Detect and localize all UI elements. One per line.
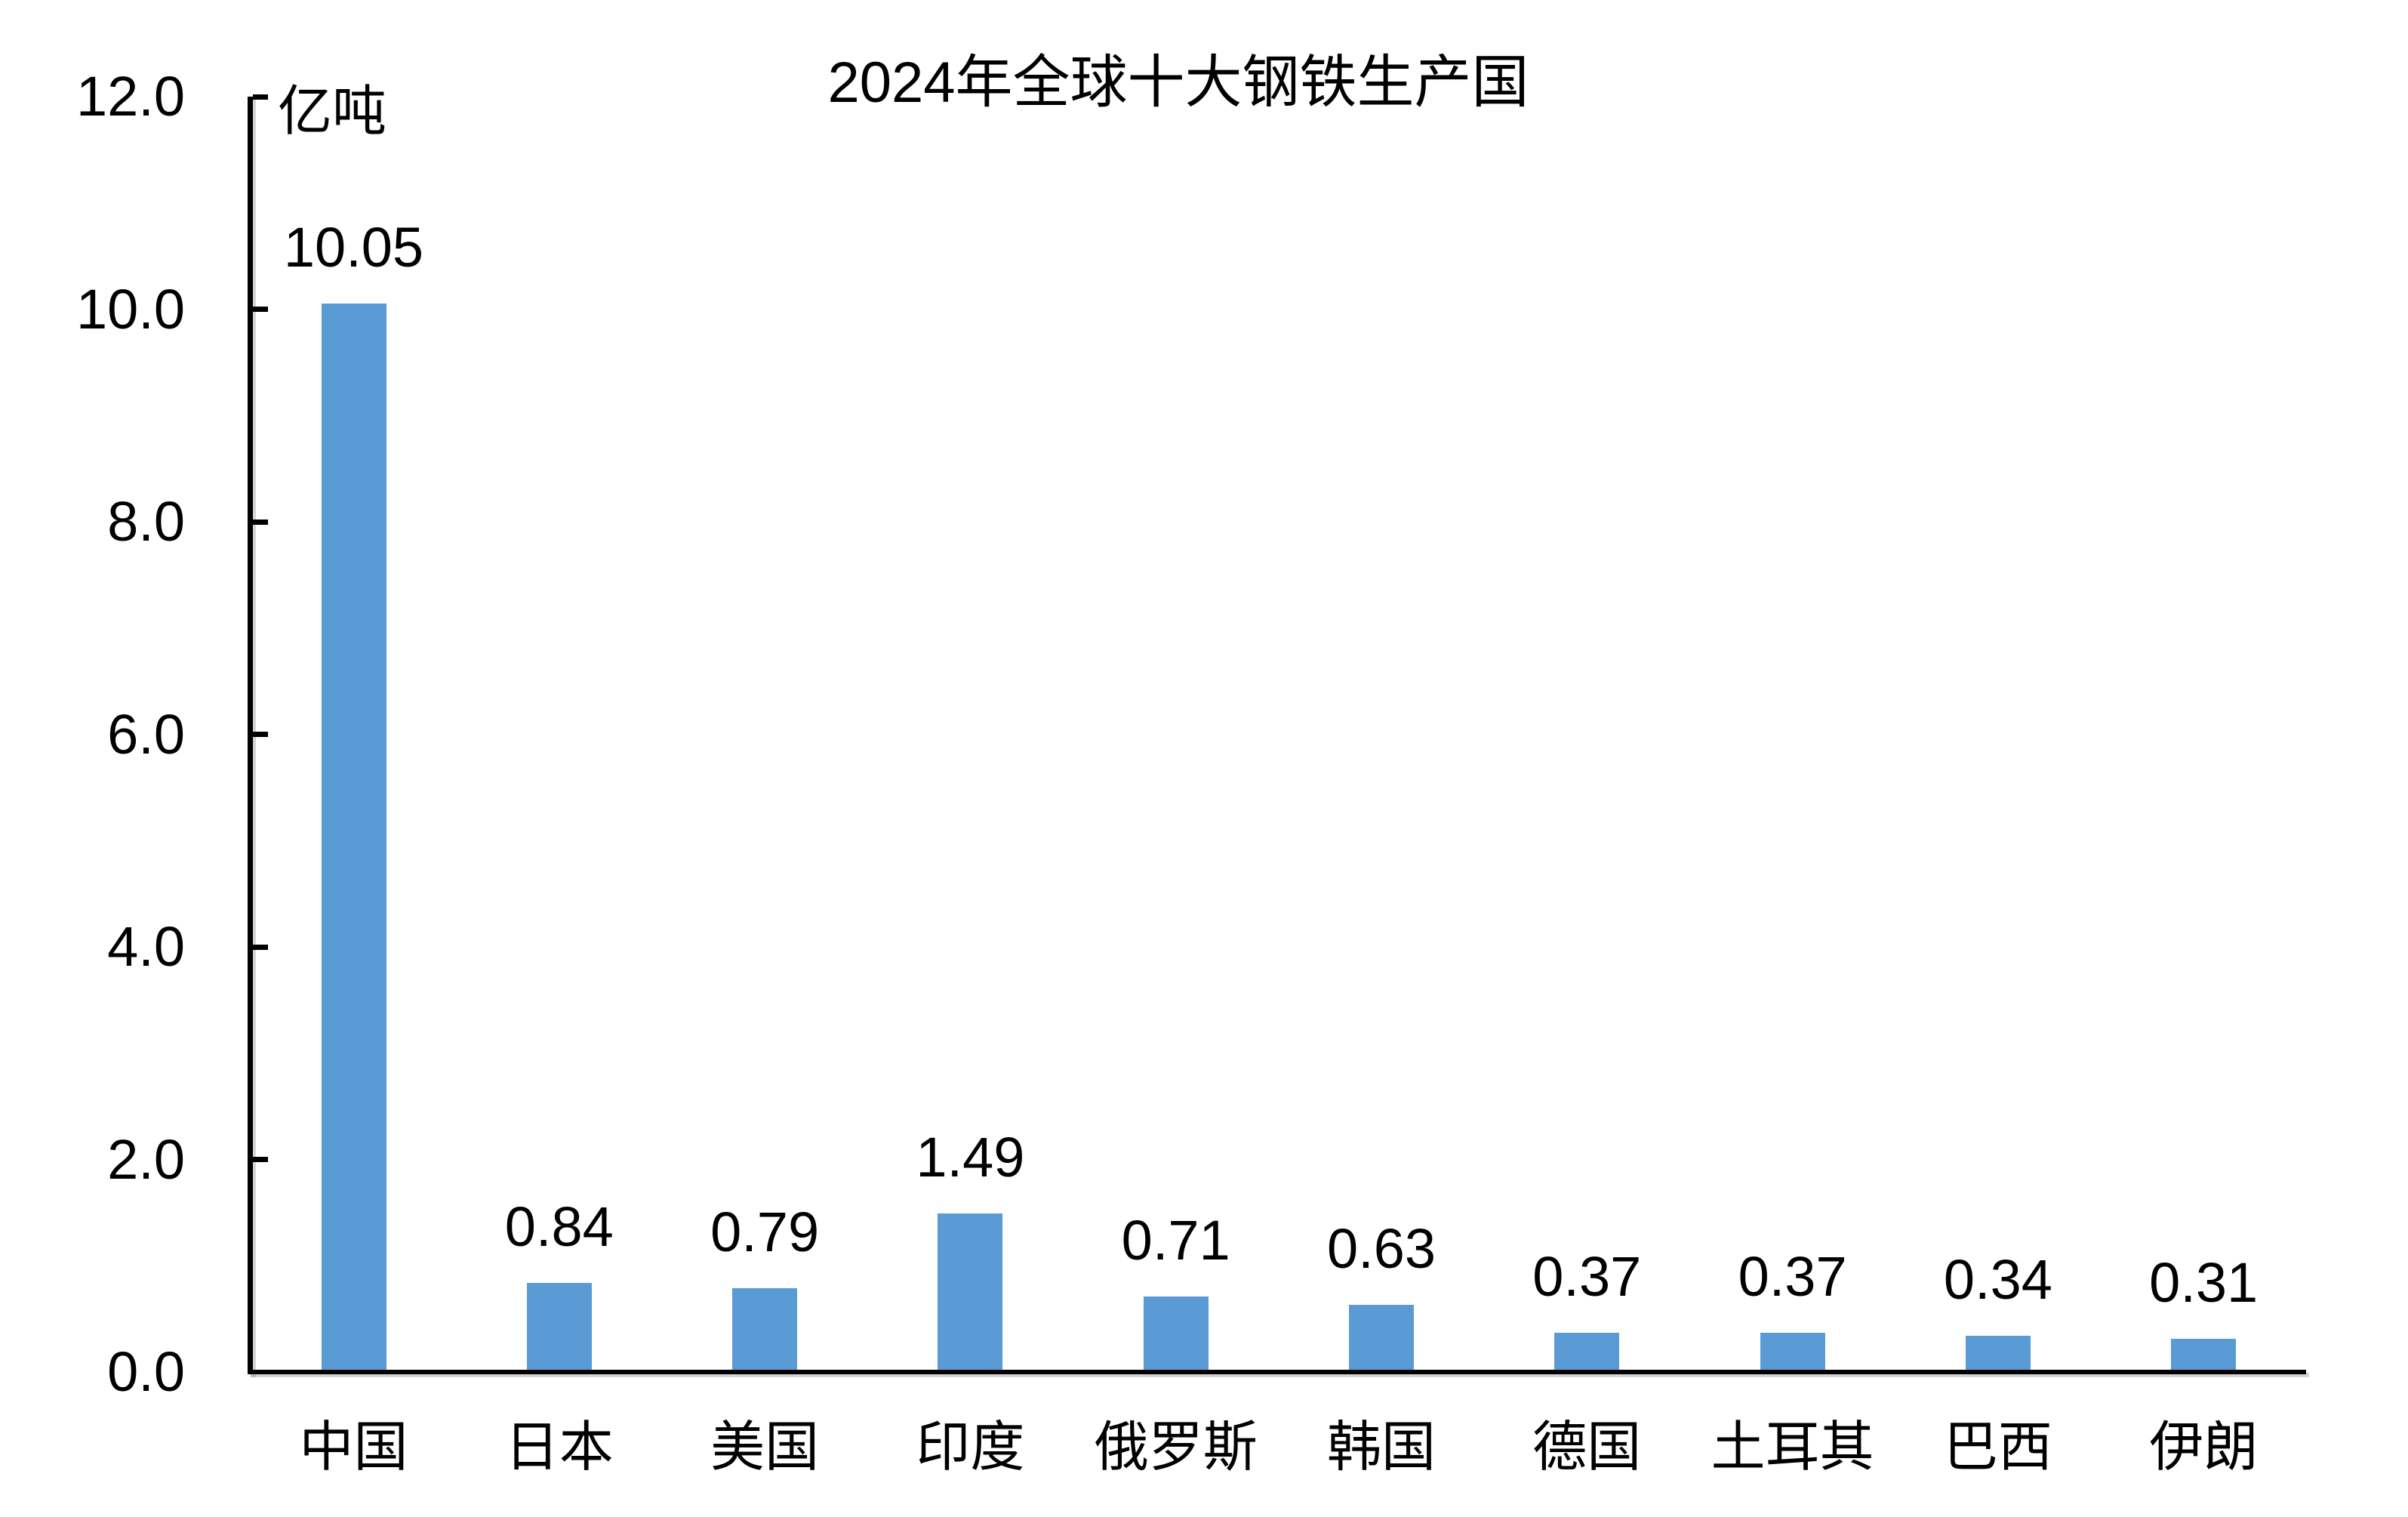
y-tick-mark (253, 94, 268, 100)
bar-value-label: 0.34 (1943, 1248, 2052, 1312)
bar (1143, 1297, 1209, 1370)
bar (1554, 1332, 1620, 1370)
y-tick-label: 0.0 (107, 1340, 185, 1403)
x-axis-label: 伊朗 (2149, 1417, 2259, 1478)
bar-value-label: 10.05 (283, 216, 424, 279)
bar (321, 304, 386, 1370)
bar-value-label: 0.71 (1121, 1209, 1230, 1272)
y-axis-unit-label: 亿吨 (278, 82, 387, 142)
y-tick-label: 12.0 (75, 65, 185, 128)
y-tick-label: 4.0 (107, 915, 185, 978)
bar-value-label: 0.79 (710, 1200, 820, 1263)
x-axis-label: 印度 (916, 1417, 1025, 1478)
chart-title: 2024年全球十大钢铁生产国 (827, 51, 1529, 115)
bar-value-label: 0.63 (1326, 1217, 1436, 1281)
x-axis-label: 巴西 (1943, 1417, 2052, 1478)
bar (2171, 1339, 2237, 1370)
bar (1965, 1336, 2031, 1370)
y-tick-label: 2.0 (107, 1127, 185, 1191)
bar (732, 1287, 798, 1370)
y-tick-label: 6.0 (107, 702, 185, 766)
bar-value-label: 1.49 (916, 1126, 1025, 1189)
x-axis-label: 美国 (710, 1417, 820, 1478)
x-axis-label: 土耳其 (1711, 1417, 1874, 1478)
y-tick-mark (253, 732, 268, 737)
y-axis-line (248, 97, 253, 1374)
bar (938, 1213, 1003, 1370)
y-tick-mark (253, 519, 268, 525)
y-tick-label: 10.0 (75, 277, 185, 341)
x-axis-label: 德国 (1532, 1417, 1642, 1478)
x-axis-label: 俄罗斯 (1094, 1417, 1258, 1478)
bar-value-label: 0.37 (1532, 1244, 1642, 1308)
y-tick-mark (253, 307, 268, 312)
bar-value-label: 0.31 (2149, 1251, 2259, 1315)
x-axis-label: 中国 (299, 1417, 408, 1478)
bar (1349, 1305, 1414, 1370)
y-tick-mark (253, 1157, 268, 1162)
bar-value-label: 0.37 (1738, 1244, 1847, 1308)
x-axis-line (248, 1370, 2306, 1374)
y-tick-label: 8.0 (107, 490, 185, 553)
bar-value-label: 0.84 (504, 1195, 614, 1258)
x-axis-label: 日本 (504, 1417, 614, 1478)
x-axis-label: 韩国 (1326, 1417, 1436, 1478)
y-tick-mark (253, 944, 268, 950)
bar (526, 1282, 592, 1370)
bar (1760, 1332, 1825, 1370)
